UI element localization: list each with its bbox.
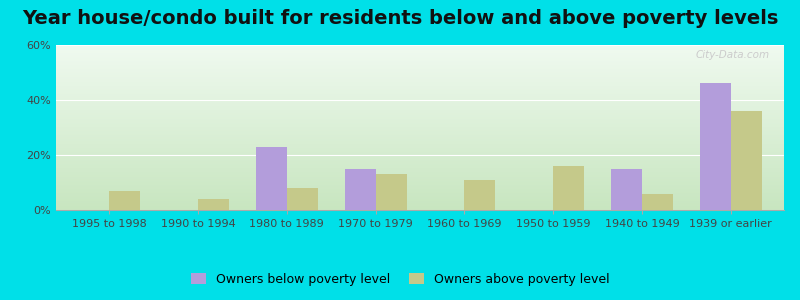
Bar <box>287 188 318 210</box>
Bar <box>730 111 762 210</box>
Bar <box>345 169 376 210</box>
Bar <box>611 169 642 210</box>
Bar <box>700 83 730 210</box>
Bar <box>464 180 495 210</box>
Bar <box>110 191 140 210</box>
Bar <box>642 194 673 210</box>
Legend: Owners below poverty level, Owners above poverty level: Owners below poverty level, Owners above… <box>186 268 614 291</box>
Text: City-Data.com: City-Data.com <box>695 50 770 60</box>
Bar <box>198 199 229 210</box>
Bar <box>376 174 406 210</box>
Bar <box>256 147 287 210</box>
Bar <box>553 166 584 210</box>
Text: Year house/condo built for residents below and above poverty levels: Year house/condo built for residents bel… <box>22 9 778 28</box>
